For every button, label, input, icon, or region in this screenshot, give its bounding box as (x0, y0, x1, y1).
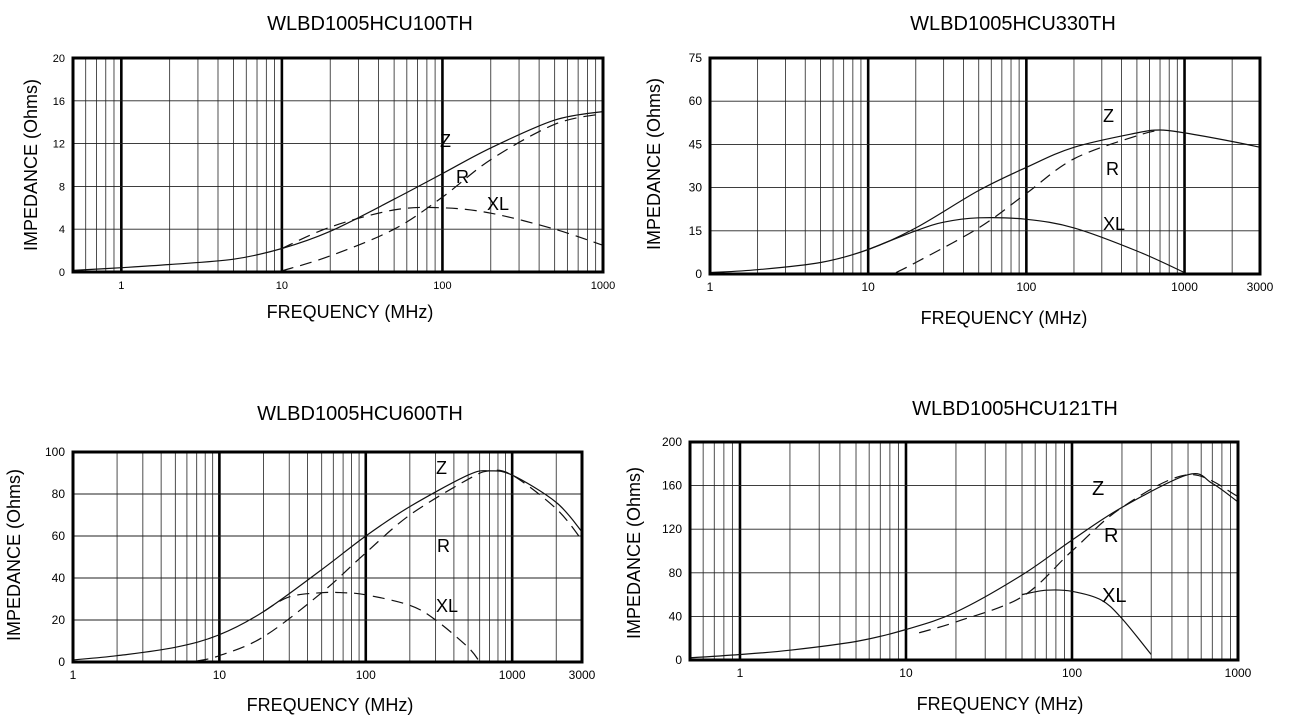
x-tick-label: 1000 (591, 280, 615, 292)
y-tick-label: 45 (689, 137, 703, 151)
x-tick-label: 100 (1016, 280, 1036, 294)
plot-area: 0 20 40 60 80 100 1 10 100 1000 3000 (45, 445, 596, 682)
y-axis-label: IMPEDANCE (Ohms) (4, 469, 24, 641)
plot-frame (71, 56, 605, 274)
y-tick-label: 75 (689, 51, 703, 65)
series-label-r: R (1104, 525, 1118, 547)
plot-frame (688, 440, 1240, 662)
series-line-r (918, 474, 1239, 634)
x-tick-label: 100 (433, 280, 451, 292)
series-label-z: Z (1103, 106, 1114, 126)
y-axis-label: IMPEDANCE (Ohms) (21, 79, 41, 251)
series-label-r: R (456, 167, 469, 187)
series-line-xl (867, 217, 1185, 274)
y-tick-label: 12 (53, 139, 65, 151)
y-tick-label: 160 (662, 479, 682, 493)
series-line-z (72, 110, 604, 271)
y-tick-label: 120 (662, 522, 682, 536)
x-tick-label: 3000 (1247, 280, 1274, 294)
plot-area: 0 15 30 45 60 75 1 10 100 1000 3000 (689, 51, 1274, 294)
y-tick-label: 30 (689, 181, 703, 195)
y-tick-label: 0 (58, 655, 65, 669)
chart-3: WLBD1005HCU600TH IMPEDANCE (Ohms) FREQUE… (4, 403, 596, 715)
chart-title: WLBD1005HCU600TH (257, 403, 463, 425)
plot-area: 0 40 80 120 160 200 1 10 100 1000 (662, 435, 1252, 680)
x-tick-label: 10 (861, 280, 875, 294)
y-tick-label: 100 (45, 445, 65, 459)
x-axis-label: FREQUENCY (MHz) (247, 695, 414, 715)
x-tick-label: 100 (356, 668, 376, 682)
x-tick-label: 1000 (1225, 666, 1252, 680)
x-tick-label: 100 (1062, 666, 1082, 680)
series-line-r (895, 129, 1161, 274)
y-tick-label: 60 (689, 94, 703, 108)
series-line-z (72, 470, 583, 661)
series-line-r (281, 113, 604, 272)
y-tick-label: 80 (52, 487, 66, 501)
chart-title: WLBD1005HCU330TH (910, 13, 1116, 35)
y-tick-label: 60 (52, 529, 66, 543)
series-line-xl (1021, 589, 1152, 655)
x-tick-label: 1 (118, 280, 124, 292)
series-label-xl: XL (1103, 214, 1125, 234)
x-tick-label: 1 (737, 666, 744, 680)
y-tick-label: 4 (59, 224, 65, 236)
chart-title: WLBD1005HCU121TH (912, 398, 1118, 420)
x-tick-label: 10 (899, 666, 913, 680)
y-tick-label: 40 (52, 571, 66, 585)
y-axis-label: IMPEDANCE (Ohms) (644, 78, 664, 250)
series-label-xl: XL (1102, 585, 1126, 607)
y-tick-label: 200 (662, 435, 682, 449)
y-tick-label: 80 (669, 566, 683, 580)
series-label-z: Z (440, 131, 451, 151)
x-tick-label: 10 (276, 280, 288, 292)
x-axis-label: FREQUENCY (MHz) (917, 694, 1084, 714)
plot-area: 0 4 8 12 16 20 1 10 100 1000 (53, 53, 615, 292)
series-label-r: R (1106, 159, 1119, 179)
x-axis-label: FREQUENCY (MHz) (921, 308, 1088, 328)
y-tick-label: 0 (675, 653, 682, 667)
series-label-xl: XL (436, 596, 458, 616)
y-tick-label: 16 (53, 96, 65, 108)
chart-4: WLBD1005HCU121TH IMPEDANCE (Ohms) FREQUE… (624, 398, 1252, 714)
series-line-xl (263, 591, 481, 663)
y-tick-label: 0 (59, 267, 65, 279)
y-tick-label: 15 (689, 224, 703, 238)
y-tick-label: 20 (52, 613, 66, 627)
chart-2: WLBD1005HCU330TH IMPEDANCE (Ohms) FREQUE… (644, 13, 1274, 328)
chart-title: WLBD1005HCU100TH (267, 13, 473, 35)
series-line-z (709, 129, 1261, 274)
series-label-xl: XL (487, 194, 509, 214)
plot-frame (708, 56, 1262, 276)
y-tick-label: 20 (53, 53, 65, 65)
chart-1: WLBD1005HCU100TH IMPEDANCE (Ohms) FREQUE… (21, 13, 615, 322)
x-axis-label: FREQUENCY (MHz) (267, 302, 434, 322)
plot-frame (71, 450, 584, 664)
series-label-z: Z (436, 458, 447, 478)
y-tick-label: 0 (695, 267, 702, 281)
series-label-r: R (437, 536, 450, 556)
y-tick-label: 40 (669, 609, 683, 623)
x-tick-label: 1 (707, 280, 714, 294)
y-axis-label: IMPEDANCE (Ohms) (624, 467, 644, 639)
x-tick-label: 1000 (499, 668, 526, 682)
series-line-r (196, 469, 583, 662)
x-tick-label: 3000 (569, 668, 596, 682)
x-tick-label: 1000 (1171, 280, 1198, 294)
y-tick-label: 8 (59, 181, 65, 193)
series-label-z: Z (1092, 478, 1104, 500)
series-line-z (689, 473, 1239, 659)
x-tick-label: 10 (213, 668, 227, 682)
x-tick-label: 1 (70, 668, 77, 682)
